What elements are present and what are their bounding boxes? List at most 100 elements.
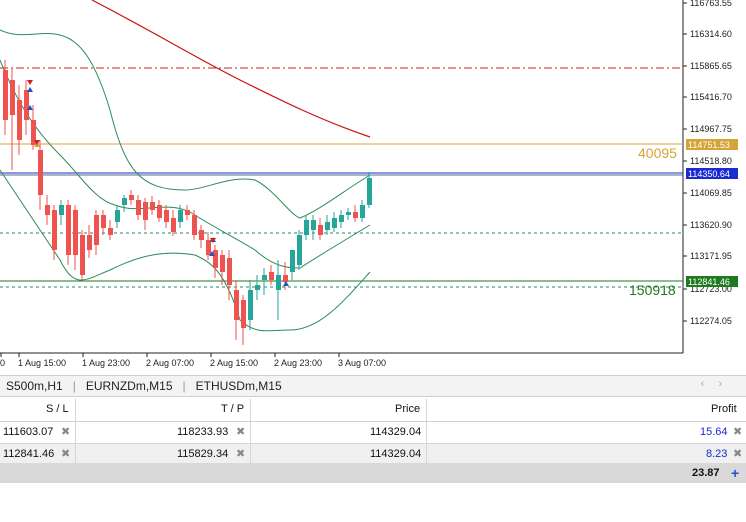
tp-price-tag-text: 114751.53	[688, 140, 730, 150]
trade-arrow-icon	[209, 251, 215, 256]
price-tick-label: 116763.55	[690, 0, 732, 8]
sl-order-label[interactable]: 150918	[629, 282, 676, 298]
candle-body	[339, 215, 344, 222]
candle-body	[17, 100, 22, 140]
candle-body	[353, 212, 358, 218]
candlestick	[332, 212, 337, 232]
candle-body	[283, 275, 288, 282]
tab-scroll-arrows[interactable]: ‹›	[701, 378, 736, 390]
sl-price-tag	[686, 276, 738, 287]
candle-body	[10, 80, 15, 115]
price-tick-label: 114967.75	[690, 124, 732, 134]
col-header-tp[interactable]: T / P	[221, 403, 245, 415]
candle-body	[346, 212, 351, 215]
candlestick	[31, 105, 36, 150]
remove-tp-icon[interactable]: ✖	[236, 426, 246, 438]
candlestick	[262, 268, 267, 295]
tp-value[interactable]: 118233.93	[177, 426, 229, 438]
candle-body	[360, 205, 365, 218]
chart-tab[interactable]: EURNZDm,M15	[85, 379, 173, 393]
candlestick	[353, 205, 358, 222]
col-header-profit[interactable]: Profit	[711, 403, 737, 415]
tab-separator: |	[72, 379, 76, 393]
time-tick-label: 1 Aug 15:00	[18, 358, 66, 368]
close-position-icon[interactable]: ✖	[733, 426, 743, 438]
candlestick	[17, 85, 22, 155]
candlestick	[367, 172, 372, 208]
candle-body	[108, 228, 113, 235]
candlestick	[276, 260, 281, 320]
candlestick	[290, 250, 295, 280]
candle-body	[269, 272, 274, 280]
close-position-icon[interactable]: ✖	[733, 448, 743, 460]
candlestick	[325, 215, 330, 235]
bollinger-upper-band	[0, 29, 371, 219]
chart-canvas[interactable]: 116763.55 116314.60 115865.65 115416.70 1149…	[0, 0, 746, 372]
remove-tp-icon[interactable]: ✖	[236, 448, 246, 460]
trade-arrow-icon	[27, 87, 33, 92]
candle-body	[206, 240, 211, 255]
candlestick	[108, 220, 113, 240]
candle-body	[367, 178, 372, 205]
time-tick-label: 1 Aug 23:00	[82, 358, 130, 368]
time-tick-label: 2 Aug 23:00	[274, 358, 322, 368]
candle-body	[325, 222, 330, 230]
trade-arrow-icon	[210, 238, 216, 243]
candlestick	[199, 225, 204, 248]
bollinger-lower-band	[0, 169, 371, 332]
profit-value: 8.23	[706, 448, 728, 460]
candlestick	[339, 210, 344, 228]
candle-body	[185, 210, 190, 215]
chart-tab[interactable]: ETHUSDm,M15	[195, 379, 282, 393]
price-value: 114329.04	[370, 448, 422, 460]
price-tick-label: 113620.90	[690, 220, 732, 230]
candle-body	[94, 215, 99, 245]
candlestick	[206, 232, 211, 260]
table-row[interactable]: 111603.07 ✖ 118233.93 ✖ 114329.04 15.64 …	[0, 422, 746, 444]
price-tick-label: 114518.80	[690, 156, 732, 166]
candlestick	[157, 200, 162, 222]
candle-body	[59, 205, 64, 215]
remove-sl-icon[interactable]: ✖	[61, 448, 71, 460]
candle-body	[311, 220, 316, 230]
trade-table: S / L T / P Price Profit 111603.07 ✖ 118…	[0, 399, 746, 466]
candlestick	[136, 195, 141, 220]
time-tick-label: 2 Aug 07:00	[146, 358, 194, 368]
scroll-right-icon[interactable]: ›	[718, 378, 736, 390]
candle-body	[171, 218, 176, 232]
candle-body	[24, 90, 29, 120]
candlestick	[73, 205, 78, 270]
trade-arrow-icon	[283, 281, 289, 286]
candle-body	[164, 210, 169, 222]
price-chart[interactable]: 116763.55 116314.60 115865.65 115416.70 1149…	[0, 0, 746, 372]
bid-price-tag-text: 114350.64	[688, 169, 730, 179]
candlestick	[192, 210, 197, 240]
col-header-sl[interactable]: S / L	[46, 403, 69, 415]
scroll-left-icon[interactable]: ‹	[700, 378, 719, 390]
remove-sl-icon[interactable]: ✖	[61, 426, 71, 438]
price-axis: 116763.55 116314.60 115865.65 115416.70 1149…	[683, 0, 732, 326]
tp-value[interactable]: 115829.34	[177, 448, 229, 460]
candlestick	[311, 215, 316, 240]
candle-body	[80, 235, 85, 275]
candle-body	[31, 120, 36, 145]
candle-body	[38, 150, 43, 195]
candlestick	[297, 230, 302, 270]
candle-body	[101, 215, 106, 228]
total-row: 23.87 +	[0, 463, 746, 483]
candle-body	[248, 290, 253, 320]
chart-tab[interactable]: S500m,H1	[6, 379, 63, 393]
add-icon[interactable]: +	[731, 465, 740, 481]
sl-value[interactable]: 112841.46	[3, 448, 55, 460]
price-tick-label: 115865.65	[690, 61, 732, 71]
candle-body	[178, 210, 183, 222]
bid-price-tag	[686, 168, 738, 179]
tp-order-label[interactable]: 40095	[638, 145, 677, 161]
price-value: 114329.04	[370, 426, 422, 438]
sl-value[interactable]: 111603.07	[3, 426, 54, 438]
candle-body	[115, 210, 120, 222]
candlestick	[3, 60, 8, 135]
trade-arrow-icon	[34, 140, 40, 145]
candlestick	[269, 265, 274, 285]
col-header-price[interactable]: Price	[395, 403, 421, 415]
